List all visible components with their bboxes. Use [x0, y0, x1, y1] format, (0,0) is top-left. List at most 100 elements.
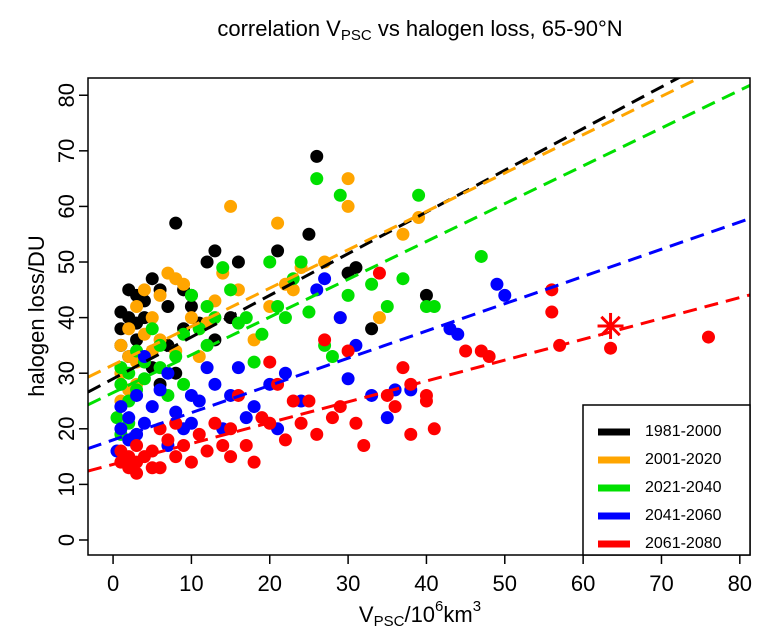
y-tick-label: 30 [54, 361, 79, 385]
point [310, 149, 324, 163]
y-tick-label: 70 [54, 139, 79, 163]
point [451, 327, 465, 341]
xlabel-part: PSC [374, 613, 405, 630]
x-axis-label: VPSC/106km3 [359, 598, 481, 630]
point [271, 216, 285, 230]
point [169, 216, 183, 230]
point [130, 466, 144, 480]
point [239, 438, 253, 452]
point [388, 400, 402, 414]
point [396, 361, 410, 375]
point [286, 283, 300, 297]
point [459, 344, 473, 358]
y-tick-label: 80 [54, 83, 79, 107]
xlabel-part: 6 [435, 598, 443, 615]
point [137, 416, 151, 430]
point [278, 311, 292, 325]
point [302, 394, 316, 408]
fit-line [88, 83, 750, 407]
point [224, 422, 238, 436]
point [271, 299, 285, 313]
point [184, 311, 198, 325]
point [145, 444, 159, 458]
point [294, 255, 308, 269]
point [130, 299, 144, 313]
point [114, 377, 128, 391]
point [153, 383, 167, 397]
point [161, 433, 175, 447]
point [701, 330, 715, 344]
point [177, 277, 191, 291]
y-tick-label: 0 [54, 534, 79, 546]
x-tick-label: 60 [571, 571, 595, 596]
point [169, 405, 183, 419]
point [474, 249, 488, 263]
fit-line [88, 217, 750, 451]
point [177, 327, 191, 341]
point [604, 341, 618, 355]
y-tick-label: 10 [54, 472, 79, 496]
xlabel-part: /10 [404, 602, 435, 627]
point [184, 455, 198, 469]
point [247, 355, 261, 369]
x-tick-label: 0 [107, 571, 119, 596]
point [419, 288, 433, 302]
point [153, 288, 167, 302]
point [130, 388, 144, 402]
point [145, 322, 159, 336]
point [310, 283, 324, 297]
point [177, 377, 191, 391]
point [278, 366, 292, 380]
point [310, 427, 324, 441]
point [372, 311, 386, 325]
point [427, 422, 441, 436]
x-tick-label: 30 [336, 571, 360, 596]
point [412, 188, 426, 202]
point [137, 283, 151, 297]
point [216, 438, 230, 452]
legend-label: 1981-2000 [645, 423, 722, 440]
star-stroke [600, 315, 621, 337]
y-tick-label: 20 [54, 417, 79, 441]
y-tick-label: 60 [54, 194, 79, 218]
point [208, 377, 222, 391]
point [302, 227, 316, 241]
point [200, 299, 214, 313]
x-tick-label: 50 [493, 571, 517, 596]
point [122, 411, 136, 425]
point [255, 327, 269, 341]
title-part: PSC [341, 27, 372, 44]
point [192, 394, 206, 408]
legend-label: 2041-2060 [645, 507, 722, 524]
x-tick-label: 10 [179, 571, 203, 596]
point [310, 172, 324, 186]
point [294, 416, 308, 430]
point [349, 261, 363, 275]
point [200, 338, 214, 352]
point [110, 411, 124, 425]
point [224, 199, 238, 213]
point [130, 438, 144, 452]
point [333, 188, 347, 202]
point [341, 372, 355, 386]
fit-line [88, 78, 703, 379]
point [184, 416, 198, 430]
point [545, 305, 559, 319]
point [145, 400, 159, 414]
point [372, 266, 386, 280]
point [341, 344, 355, 358]
point [184, 288, 198, 302]
point [192, 427, 206, 441]
point [341, 199, 355, 213]
legend-label: 2021-2040 [645, 479, 722, 496]
point [325, 411, 339, 425]
point [263, 355, 277, 369]
point [482, 350, 496, 364]
point [239, 311, 253, 325]
point [380, 411, 394, 425]
point [380, 388, 394, 402]
point [325, 350, 339, 364]
highlight-star [597, 312, 624, 339]
point [263, 255, 277, 269]
